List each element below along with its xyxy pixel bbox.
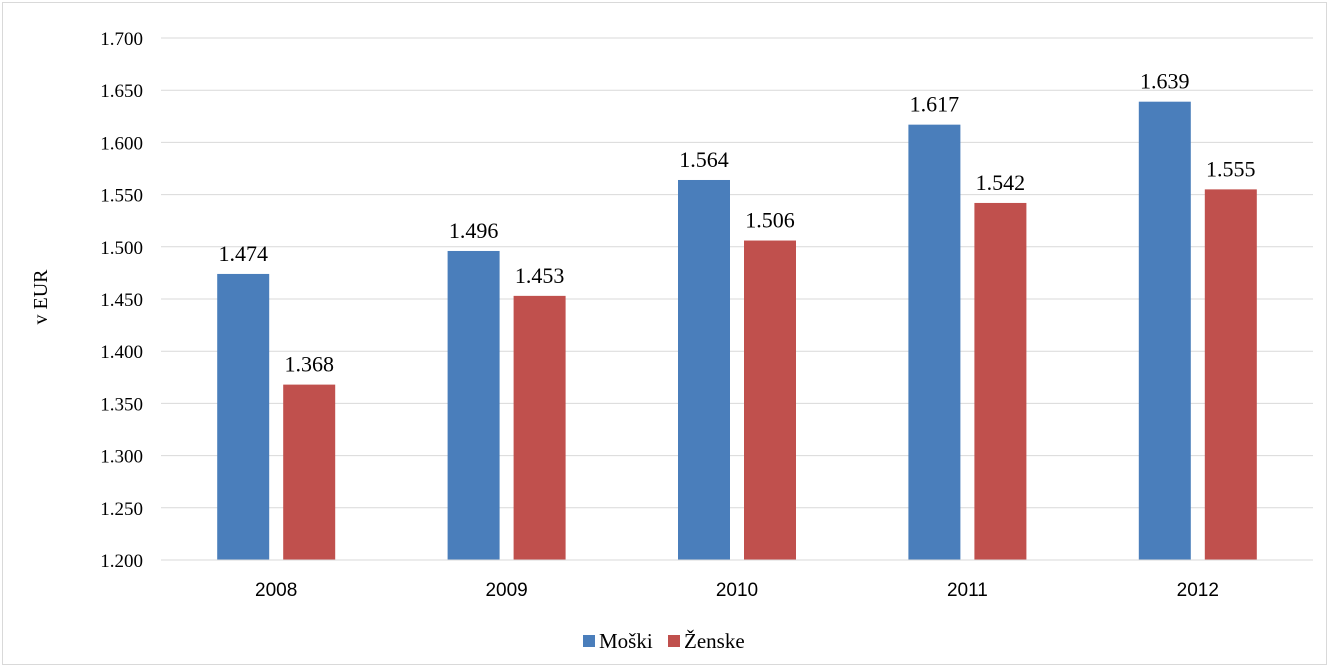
data-label: 1.496 (449, 218, 499, 243)
y-tick-label: 1.500 (100, 238, 143, 259)
data-label: 1.617 (910, 92, 960, 117)
legend-swatch (583, 635, 595, 647)
legend-label: Moški (599, 629, 653, 653)
y-tick-label: 1.700 (100, 29, 143, 50)
y-tick-label: 1.400 (100, 342, 143, 363)
data-labels: 1.474 1.368 1.496 1.453 1.564 1.506 1.617 1.542… (218, 69, 1255, 377)
bar-zenske (513, 295, 566, 560)
y-axis-ticks: 1.200 1.250 1.300 1.350 1.400 1.450 1.500 1.550… (100, 29, 143, 572)
bar-zenske (283, 384, 336, 560)
data-label: 1.453 (515, 263, 565, 288)
bar-moski (447, 250, 500, 560)
legend-swatch (668, 635, 680, 647)
x-tick-label: 2010 (716, 580, 758, 601)
x-axis-ticks: 2008 2009 2010 2011 2012 (255, 580, 1219, 601)
y-tick-label: 1.600 (100, 133, 143, 154)
y-tick-label: 1.250 (100, 499, 143, 520)
x-tick-label: 2009 (485, 580, 527, 601)
bar-zenske (744, 240, 796, 560)
bar-chart: 1.200 1.250 1.300 1.350 1.400 1.450 1.500 1.550… (30, 29, 1313, 653)
bar-moski (678, 179, 730, 560)
bar-moski (908, 124, 961, 560)
y-tick-label: 1.550 (100, 186, 143, 207)
x-tick-label: 2011 (947, 580, 988, 601)
bar-moski (217, 273, 270, 560)
bar-series (217, 101, 1257, 561)
y-axis-label: v EUR (30, 269, 52, 325)
data-label: 1.564 (679, 147, 729, 172)
x-tick-label: 2012 (1177, 580, 1219, 601)
data-label: 1.639 (1140, 69, 1190, 94)
data-label: 1.506 (745, 208, 795, 233)
y-tick-label: 1.300 (100, 447, 143, 468)
x-tick-label: 2008 (255, 580, 297, 601)
bar-zenske (974, 202, 1027, 560)
y-tick-label: 1.450 (100, 290, 143, 311)
data-label: 1.555 (1206, 156, 1256, 181)
bar-zenske (1204, 189, 1257, 560)
y-tick-label: 1.350 (100, 394, 143, 415)
data-label: 1.368 (284, 352, 334, 377)
legend: Moški Ženske (583, 629, 745, 653)
y-tick-label: 1.650 (100, 81, 143, 102)
data-label: 1.542 (976, 170, 1026, 195)
gridlines (161, 37, 1313, 509)
data-label: 1.474 (218, 241, 268, 266)
y-tick-label: 1.200 (100, 551, 143, 572)
bar-moski (1138, 101, 1191, 561)
legend-label: Ženske (684, 629, 745, 653)
